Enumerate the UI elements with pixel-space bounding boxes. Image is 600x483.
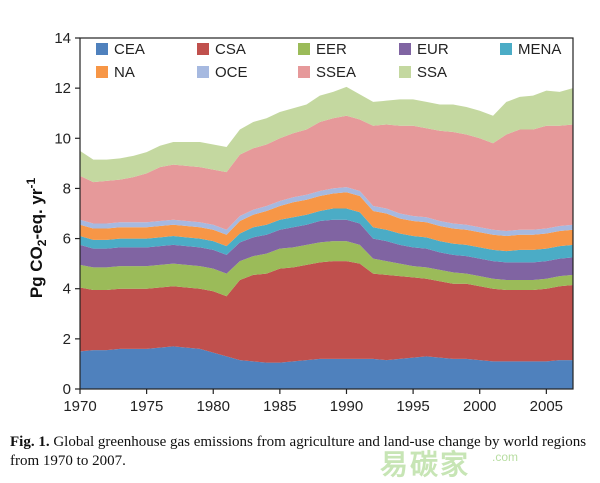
area-ssa xyxy=(80,86,573,183)
legend-label: OCE xyxy=(215,64,248,81)
x-tick-label: 1980 xyxy=(197,398,230,415)
x-tick-label: 2005 xyxy=(530,398,563,415)
area-cea xyxy=(80,346,573,389)
y-tick-label: 6 xyxy=(63,231,71,248)
legend-item-eer: EER xyxy=(298,41,347,58)
y-tick-label: 14 xyxy=(54,30,71,47)
legend-item-ssa: SSA xyxy=(399,64,447,81)
legend-label: MENA xyxy=(518,41,561,58)
plot-frame xyxy=(79,37,574,390)
legend-swatch xyxy=(399,66,411,78)
legend-swatch xyxy=(500,43,512,55)
legend-item-csa: CSA xyxy=(197,41,246,58)
legend-item-oce: OCE xyxy=(197,64,248,81)
legend-item-na: NA xyxy=(96,64,135,81)
legend-item-ssea: SSEA xyxy=(298,64,356,81)
x-tick-label: 1990 xyxy=(330,398,363,415)
legend-label: EER xyxy=(316,41,347,58)
legend-swatch xyxy=(197,66,209,78)
y-tick-label: 0 xyxy=(63,381,71,398)
watermark-logo: 易碳家 xyxy=(380,448,471,481)
caption-text: Global greenhouse gas emissions from agr… xyxy=(10,434,587,469)
area-na xyxy=(80,192,573,252)
area-ssea xyxy=(80,115,573,232)
legend-label: EUR xyxy=(417,41,449,58)
area-eur xyxy=(80,219,573,280)
axes-layer xyxy=(79,37,574,390)
legend: CEA CSA EER EUR MENA NA OCE SSEA SSA xyxy=(96,41,561,81)
y-tick-label: 12 xyxy=(54,80,71,97)
y-tick-label: 10 xyxy=(54,130,71,147)
x-tick-label: 1970 xyxy=(63,398,96,415)
area-layer xyxy=(80,86,573,389)
legend-swatch xyxy=(96,66,108,78)
x-tick-label: 2000 xyxy=(463,398,496,415)
x-tick-label: 1985 xyxy=(263,398,296,415)
legend-swatch xyxy=(96,43,108,55)
legend-item-mena: MENA xyxy=(500,41,561,58)
legend-label: NA xyxy=(114,64,135,81)
y-tick-label: 2 xyxy=(63,331,71,348)
area-mena xyxy=(80,208,573,263)
watermark-url: .com xyxy=(492,450,519,464)
legend-label: CSA xyxy=(215,41,246,58)
legend-label: SSEA xyxy=(316,64,356,81)
legend-swatch xyxy=(298,43,310,55)
x-tick-label: 1975 xyxy=(130,398,163,415)
legend-swatch xyxy=(399,43,411,55)
x-tick-label: 1995 xyxy=(396,398,429,415)
y-axis-label: Pg CO2-eq. yr-1 xyxy=(24,178,49,299)
legend-label: SSA xyxy=(417,64,447,81)
caption-label: Fig. 1. xyxy=(10,434,50,450)
legend-swatch xyxy=(298,66,310,78)
legend-label: CEA xyxy=(114,41,145,58)
figure-caption: Fig. 1. Global greenhouse gas emissions … xyxy=(10,433,595,471)
tick-layer: 0 2 4 6 8 10 12 14 1970 1975 1980 1985 1990 1995 2000 2… xyxy=(54,30,563,415)
y-tick-label: 4 xyxy=(63,281,71,298)
area-oce xyxy=(80,187,573,237)
stacked-area-chart: 0 2 4 6 8 10 12 14 1970 1975 1980 1985 1990 1995 2000 2… xyxy=(24,30,574,415)
legend-swatch xyxy=(197,43,209,55)
legend-item-eur: EUR xyxy=(399,41,449,58)
area-eer xyxy=(80,241,573,297)
legend-item-cea: CEA xyxy=(96,41,145,58)
area-csa xyxy=(80,261,573,363)
y-tick-label: 8 xyxy=(63,180,71,197)
